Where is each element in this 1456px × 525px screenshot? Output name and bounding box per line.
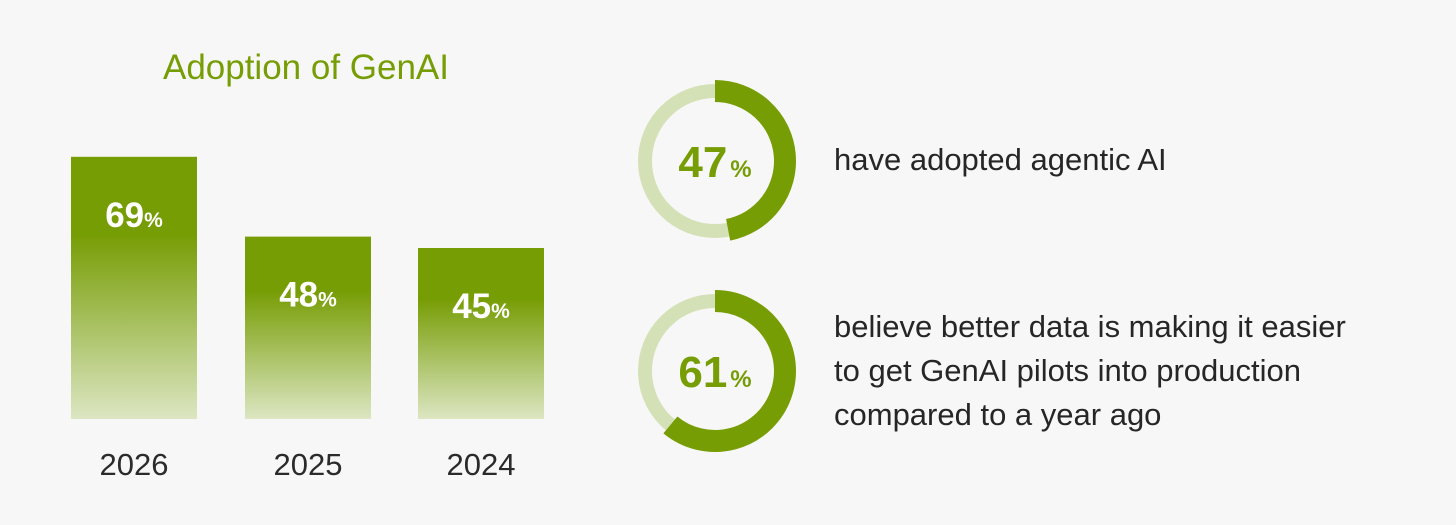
bar-value-label: 45%: [452, 287, 510, 326]
stat-line: to get GenAI pilots into production: [834, 353, 1302, 388]
x-tick-label: 2024: [447, 447, 516, 482]
stat-line: compared to a year ago: [834, 397, 1162, 432]
donut-value-arc: [714, 80, 796, 241]
x-tick-label: 2025: [274, 447, 343, 482]
bar-chart: 69% 2026 48% 2025 45% 2024: [71, 156, 544, 482]
bar-value-label: 69%: [105, 196, 163, 235]
x-tick-label: 2026: [100, 447, 169, 482]
bar-chart-title: Adoption of GenAI: [162, 48, 450, 87]
donut-value-label: 61%: [678, 348, 751, 397]
donut-value-label: 47%: [678, 138, 751, 187]
stat-description-data: believe better data is making it easier …: [834, 305, 1434, 437]
bar-2024: [418, 248, 544, 419]
bar-value-label: 48%: [279, 276, 337, 315]
stat-description-agentic: have adopted agentic AI: [834, 138, 1434, 182]
stat-line: believe better data is making it easier: [834, 309, 1346, 344]
bar-2025: [245, 236, 371, 419]
stat-line: have adopted agentic AI: [834, 142, 1167, 177]
bar-2026: [71, 156, 197, 420]
donut-value-arc: [663, 290, 796, 452]
